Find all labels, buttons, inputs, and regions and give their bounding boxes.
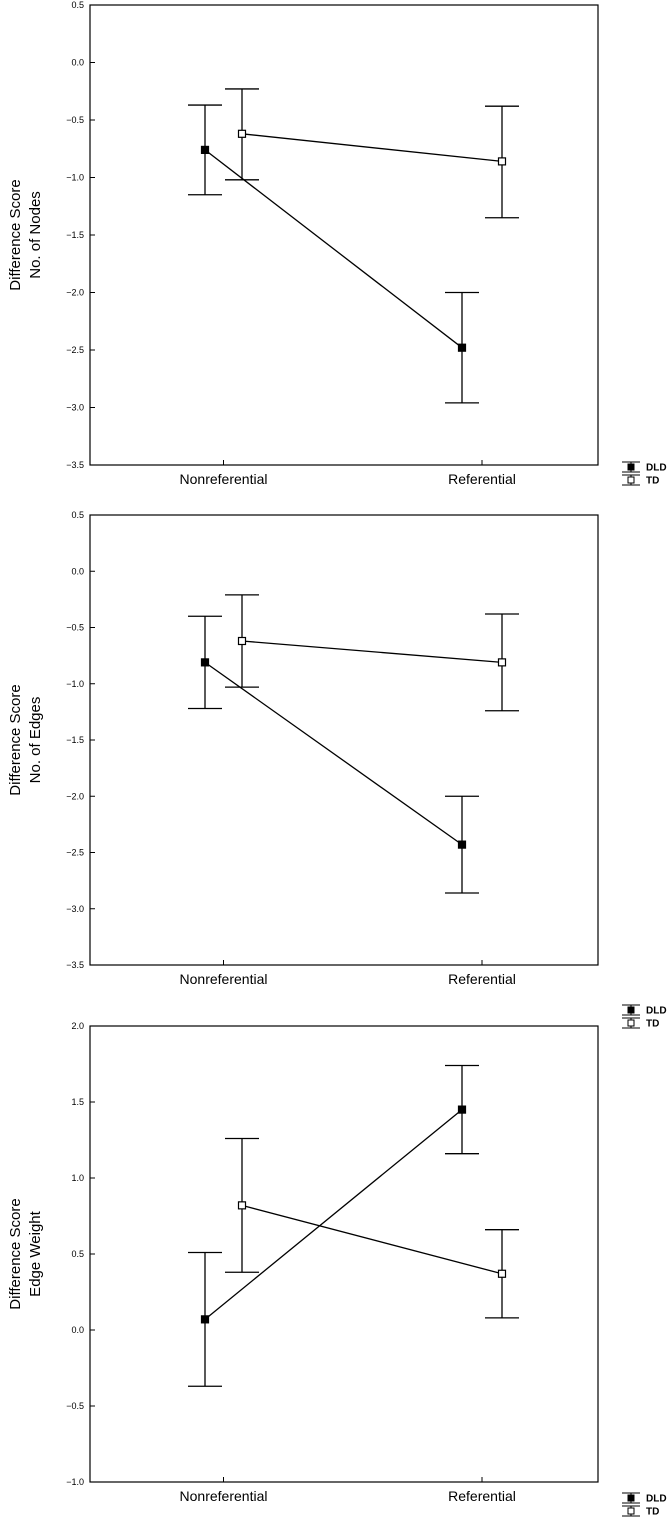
y-axis-label-line-2: No. of Edges — [27, 697, 44, 784]
series-line-dld — [204, 661, 463, 846]
y-tick-label: −3.0 — [66, 403, 84, 413]
legend-item-td: TD — [622, 1017, 659, 1030]
legend-label: DLD — [646, 1006, 667, 1017]
y-tick-label: −1.0 — [66, 679, 84, 689]
legend-item-dld: DLD — [622, 1004, 667, 1017]
data-point-td — [497, 157, 507, 166]
chart-panel-1: 0.5 0.0 −0.5 −1.0 −1.5 −2.0 −2.5 −3.0 −3.5 Nonref… — [0, 0, 669, 510]
chart-svg: 0.5 0.0 −0.5 −1.0 −1.5 −2.0 −2.5 −3.0 −3.5 Nonref… — [7, 0, 667, 487]
y-tick-label: −3.5 — [66, 460, 84, 470]
data-point-dld — [200, 1315, 210, 1324]
series-line-dld — [204, 1109, 463, 1320]
series-line-dld — [204, 149, 463, 349]
plot-frame — [89, 1025, 599, 1483]
y-tick-label: 0.5 — [71, 0, 84, 10]
y-axis-label-line-2: No. of Nodes — [27, 191, 44, 279]
x-tick-label-referential: Referential — [448, 471, 516, 487]
data-point-td — [237, 636, 247, 646]
y-tick-label: −2.5 — [66, 848, 84, 858]
legend-item-dld: DLD — [622, 461, 667, 474]
series-line-td — [241, 1204, 503, 1275]
data-point-td — [237, 129, 247, 138]
legend-label: DLD — [646, 463, 667, 474]
y-tick-label: −3.5 — [66, 960, 84, 970]
data-point-td — [497, 1269, 507, 1278]
chart-panel-2: 0.5 0.0 −0.5 −1.0 −1.5 −2.0 −2.5 −3.0 −3.5 Nonref… — [0, 510, 669, 1030]
legend-label: TD — [646, 476, 659, 487]
legend-item-td: TD — [622, 474, 659, 487]
y-axis-label-line-1: Difference Score — [7, 179, 24, 290]
x-tick-label-nonreferential: Nonreferential — [180, 471, 268, 487]
y-axis-label-line-2: Edge Weight — [27, 1210, 44, 1296]
y-tick-label: 0.5 — [71, 1249, 84, 1259]
legend-label: DLD — [646, 1494, 667, 1505]
y-tick-label: −2.0 — [66, 791, 84, 801]
series-line-td — [241, 133, 503, 163]
legend-item-dld: DLD — [622, 1492, 667, 1505]
data-point-dld — [457, 343, 467, 352]
y-tick-label: −3.0 — [66, 904, 84, 914]
y-tick-label: −1.0 — [66, 173, 84, 183]
y-tick-label: −1.0 — [66, 1477, 84, 1487]
data-point-dld — [457, 1105, 467, 1114]
data-point-dld — [200, 658, 210, 667]
x-tick-label-referential: Referential — [448, 971, 516, 987]
plot-frame — [89, 514, 599, 966]
plot-frame — [89, 4, 599, 466]
y-axis-label-line-1: Difference Score — [7, 1198, 24, 1309]
data-point-dld — [457, 840, 467, 849]
data-point-dld — [200, 145, 210, 154]
y-tick-label: 0.0 — [71, 566, 84, 576]
y-tick-label: −0.5 — [66, 115, 84, 125]
legend-label: TD — [646, 1507, 659, 1518]
x-tick-label-nonreferential: Nonreferential — [180, 971, 268, 987]
y-tick-label: 1.0 — [71, 1173, 84, 1183]
legend-label: TD — [646, 1019, 659, 1030]
chart-panel-3: 2.0 1.5 1.0 0.5 0.0 −0.5 −1.0 Nonreferential Ref… — [0, 1020, 669, 1527]
y-tick-label: −1.5 — [66, 230, 84, 240]
series-line-td — [241, 640, 503, 664]
y-tick-label: −0.5 — [66, 1401, 84, 1411]
y-tick-label: −0.5 — [66, 623, 84, 633]
y-axis-label-line-1: Difference Score — [7, 684, 24, 795]
x-tick-label-referential: Referential — [448, 1488, 516, 1504]
y-tick-label: 1.5 — [71, 1097, 84, 1107]
y-tick-label: 0.5 — [71, 510, 84, 520]
y-tick-label: 0.0 — [71, 58, 84, 68]
legend-item-td: TD — [622, 1505, 659, 1518]
y-tick-label: 0.0 — [71, 1325, 84, 1335]
data-point-td — [497, 658, 507, 667]
y-tick-label: −1.5 — [66, 735, 84, 745]
y-tick-label: −2.0 — [66, 288, 84, 298]
x-tick-label-nonreferential: Nonreferential — [180, 1488, 268, 1504]
y-tick-label: −2.5 — [66, 345, 84, 355]
chart-svg: 2.0 1.5 1.0 0.5 0.0 −0.5 −1.0 Nonreferential Ref… — [7, 1021, 667, 1518]
data-point-td — [237, 1201, 247, 1210]
y-tick-label: 2.0 — [71, 1021, 84, 1031]
chart-svg: 0.5 0.0 −0.5 −1.0 −1.5 −2.0 −2.5 −3.0 −3.5 Nonref… — [7, 510, 667, 1030]
